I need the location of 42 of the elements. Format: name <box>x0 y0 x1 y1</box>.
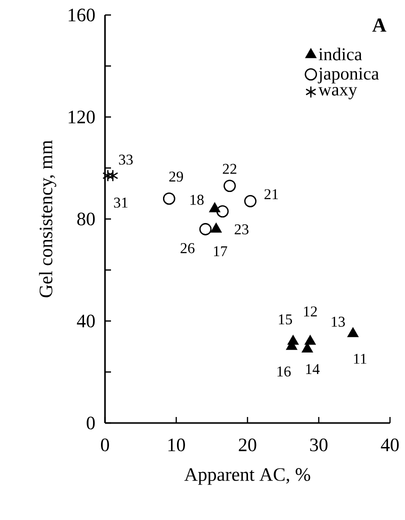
point <box>348 328 358 338</box>
point <box>107 169 118 182</box>
legend-label: indica <box>318 48 362 60</box>
annotation: 11 <box>354 354 366 364</box>
annotation: 31 <box>114 198 128 208</box>
point <box>210 223 222 233</box>
annotation: 22 <box>222 164 236 174</box>
annotation: 15 <box>278 314 292 324</box>
point <box>216 205 229 218</box>
annotation: 18 <box>190 194 204 205</box>
annotation: 29 <box>169 172 183 182</box>
annotation: 23 <box>234 224 248 234</box>
point <box>162 192 176 205</box>
point <box>209 202 220 212</box>
y-tick-label: 160 <box>68 8 95 22</box>
annotation: 14 <box>306 364 320 374</box>
point <box>224 180 236 192</box>
point <box>304 335 316 345</box>
annotation: 33 <box>119 154 133 165</box>
point <box>199 223 212 236</box>
point <box>244 194 256 208</box>
annotation: 17 <box>214 246 228 256</box>
annotation: 21 <box>264 189 278 200</box>
x-tick-label: 0 <box>100 438 109 452</box>
x-tick-label: 40 <box>380 438 399 452</box>
y-tick-label: 0 <box>86 416 95 430</box>
annotation: A <box>372 18 386 32</box>
annotation: 26 <box>180 243 194 254</box>
y-tick-label: 80 <box>77 212 95 226</box>
annotation: 12 <box>304 306 317 316</box>
legend-label: waxy <box>318 87 358 100</box>
x-tick-label: 10 <box>168 438 185 452</box>
y-tick-label: 40 <box>76 314 95 328</box>
annotation: 16 <box>278 366 291 377</box>
y-tick-label: 120 <box>68 110 95 124</box>
y-axis-title: Gel consistency, mm <box>39 140 56 298</box>
x-axis-title: Apparent AC, % <box>184 468 310 485</box>
x-tick-label: 20 <box>238 438 256 452</box>
annotation: 13 <box>332 316 345 327</box>
legend-label: japonica <box>318 68 379 84</box>
point <box>102 169 114 182</box>
x-tick-label: 30 <box>310 438 328 452</box>
